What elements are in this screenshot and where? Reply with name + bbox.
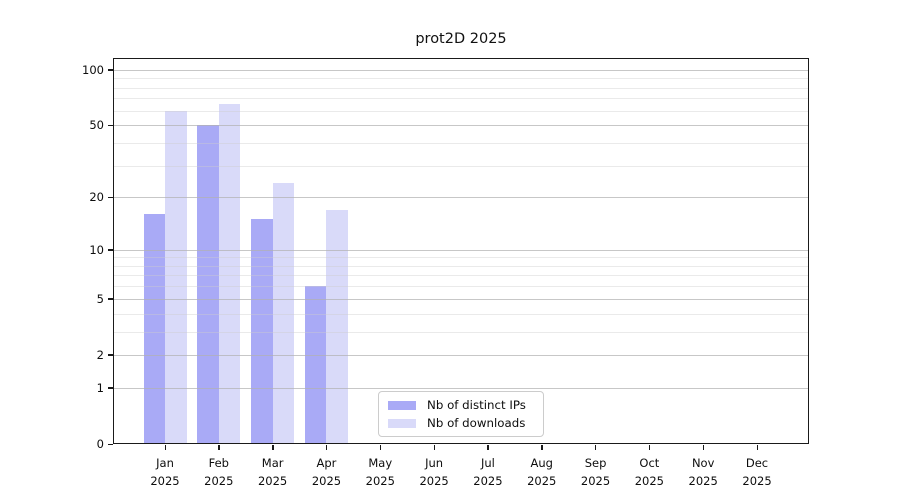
bar-downloads-feb [218, 104, 241, 444]
x-tick-mark [595, 445, 597, 450]
legend-swatch-distinct-ips [388, 400, 416, 410]
gridline-minor [113, 110, 809, 112]
x-tick-label: Oct 2025 [634, 456, 665, 488]
y-tick-mark [108, 298, 113, 300]
y-tick-mark [108, 354, 113, 356]
legend-swatch-downloads [388, 418, 416, 428]
x-tick-label: Mar 2025 [257, 456, 288, 488]
legend-label-downloads: Nb of downloads [427, 416, 526, 430]
x-tick-mark [164, 445, 166, 450]
legend-item-downloads: Nb of downloads [388, 416, 534, 430]
x-tick-mark [433, 445, 435, 450]
gridline-minor [113, 78, 809, 80]
gridline-minor [113, 286, 809, 288]
x-tick-mark [648, 445, 651, 450]
gridline-minor [113, 331, 809, 333]
x-tick-mark [702, 445, 705, 450]
bar-downloads-jan [165, 110, 187, 444]
legend: Nb of distinct IPs Nb of downloads [378, 391, 544, 437]
gridline-major [113, 249, 809, 251]
x-tick-mark [218, 445, 220, 450]
chart-title: prot2D 2025 [415, 31, 507, 47]
bar-distinct-ips-mar [251, 219, 273, 444]
x-tick-label: Apr 2025 [311, 456, 342, 488]
y-tick-mark [108, 387, 113, 389]
gridline-major [113, 298, 809, 300]
gridline-minor [113, 313, 809, 315]
y-tick-mark [108, 249, 113, 251]
x-tick-label: Sep 2025 [580, 456, 611, 488]
y-tick-label: 0 [96, 437, 104, 451]
y-tick-label: 5 [96, 291, 104, 306]
x-tick-mark [541, 445, 543, 450]
y-tick-label: 50 [89, 118, 104, 133]
bar-downloads-mar [272, 183, 295, 444]
bar-downloads-apr [326, 209, 348, 444]
gridline-minor [113, 165, 809, 167]
bar-distinct-ips-apr [304, 286, 327, 444]
x-tick-label: Dec 2025 [742, 456, 772, 488]
x-tick-mark [272, 445, 274, 450]
y-tick-mark [108, 69, 113, 71]
gridline-minor [113, 87, 809, 89]
y-tick-label: 100 [82, 62, 104, 77]
x-tick-label: Jun 2025 [419, 456, 449, 488]
gridline-major [113, 387, 809, 389]
y-tick-label: 1 [96, 380, 104, 395]
y-tick-mark [108, 443, 113, 445]
x-tick-label: May 2025 [365, 456, 395, 488]
x-tick-label: Feb 2025 [204, 456, 234, 488]
bar-distinct-ips-jan [143, 214, 165, 444]
legend-item-distinct-ips: Nb of distinct IPs [388, 398, 534, 412]
legend-label-distinct-ips: Nb of distinct IPs [427, 398, 526, 412]
x-tick-label: Jan 2025 [150, 456, 180, 488]
gridline-minor [113, 257, 809, 259]
gridline-minor [113, 265, 809, 267]
gridline-major [113, 354, 809, 356]
x-tick-mark [756, 445, 758, 450]
gridline-major [113, 197, 809, 199]
gridline-major [113, 69, 809, 71]
x-tick-mark [487, 445, 489, 450]
y-tick-mark [108, 196, 113, 199]
x-tick-mark [379, 445, 382, 450]
y-tick-label: 20 [89, 190, 104, 205]
bar-distinct-ips-feb [197, 125, 219, 444]
y-tick-label: 10 [89, 242, 104, 257]
gridline-major [113, 125, 809, 127]
y-tick-mark [108, 124, 113, 127]
x-tick-label: Aug 2025 [527, 456, 557, 488]
x-tick-mark [325, 445, 328, 450]
gridline-minor [113, 142, 809, 144]
x-tick-label: Jul 2025 [473, 456, 503, 488]
gridline-minor [113, 98, 809, 100]
y-tick-label: 2 [96, 347, 104, 362]
x-tick-label: Nov 2025 [688, 456, 718, 488]
gridline-minor [113, 275, 809, 277]
